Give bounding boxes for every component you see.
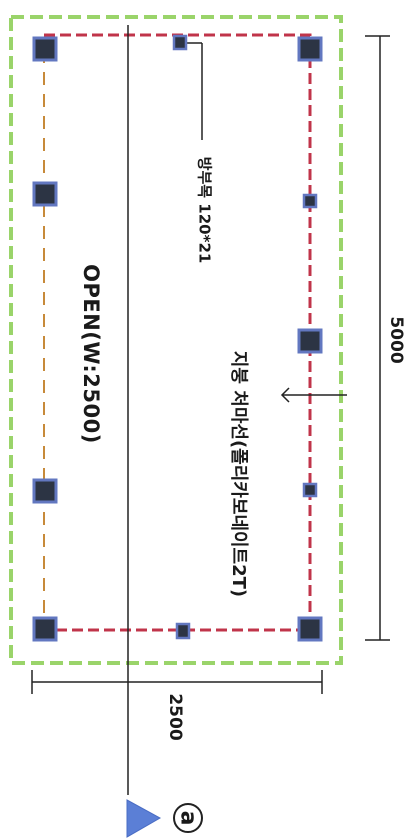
- post-large: [297, 328, 323, 354]
- post-small: [302, 193, 318, 209]
- opening-label: OPEN(W:2500): [79, 264, 103, 444]
- post-small: [175, 622, 191, 640]
- section-marker-triangle: [126, 799, 162, 838]
- roof-eave-label: 지붕 처마선(폴리카보네이트2T): [228, 350, 249, 598]
- post-small: [172, 34, 188, 51]
- post-large: [32, 36, 58, 62]
- post-small: [302, 482, 318, 498]
- outer-outline: [9, 15, 343, 665]
- length-dimension-label: 5000: [386, 316, 406, 364]
- posts: [32, 34, 323, 642]
- width-dimension-label: 2500: [165, 693, 185, 741]
- roof-arrow-head: [280, 387, 290, 403]
- post-large: [32, 616, 58, 642]
- post-spec-label: 방부목 120*21: [195, 156, 214, 264]
- section-marker-circle: [173, 803, 203, 833]
- post-large: [32, 181, 58, 207]
- post-large: [297, 36, 323, 62]
- post-large: [297, 616, 323, 642]
- post-large: [32, 478, 58, 504]
- section-marker-letter: a: [175, 810, 201, 826]
